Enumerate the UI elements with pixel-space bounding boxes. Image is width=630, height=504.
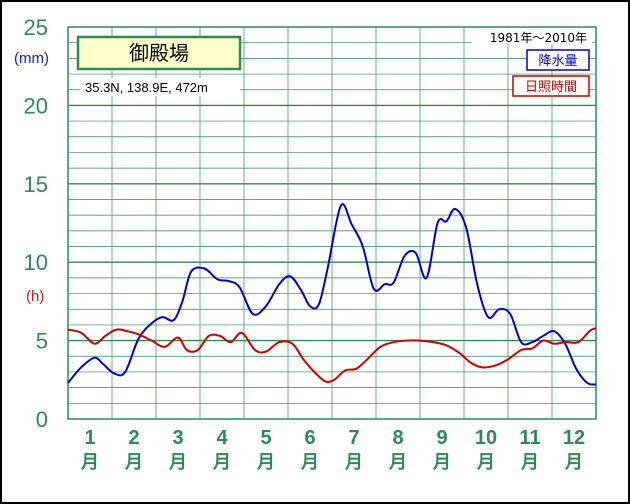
x-tick-unit: 月 (388, 452, 407, 473)
x-axis-ticks: 1 月 2 月 3 月 4 月 5 月 6 月 7 月 8 月 9 月 10 月 11 月 12 月 (80, 427, 585, 473)
x-tick-number: 8 (392, 427, 403, 449)
x-tick-unit: 月 (212, 452, 231, 473)
x-tick-number: 10 (475, 427, 497, 449)
x-tick-number: 1 (84, 427, 95, 449)
x-tick-unit: 月 (168, 452, 187, 473)
x-tick-number: 9 (436, 427, 447, 449)
series-lines (67, 203, 597, 386)
x-tick-number: 6 (304, 427, 315, 449)
y-tick-label: 0 (36, 407, 48, 432)
x-tick-number: 4 (216, 427, 228, 449)
y-tick-label: 5 (36, 329, 48, 354)
y-tick-label: 15 (24, 172, 48, 197)
x-tick-unit: 月 (344, 452, 363, 473)
x-tick-number: 11 (519, 427, 540, 449)
chart-title: 御殿場 (129, 41, 189, 65)
left-axis-unit: (mm) (14, 50, 49, 67)
grid (68, 27, 596, 419)
x-tick-unit: 月 (124, 452, 143, 473)
legend-precipitation-label: 降水量 (538, 54, 577, 69)
x-tick-number: 5 (260, 427, 271, 449)
x-tick-unit: 月 (80, 452, 99, 473)
x-tick-unit: 月 (300, 452, 319, 473)
x-tick-unit: 月 (520, 452, 539, 473)
x-tick-number: 12 (563, 427, 585, 449)
x-tick-number: 3 (172, 427, 183, 449)
x-tick-number: 7 (348, 427, 359, 449)
title-box (76, 35, 242, 71)
y-tick-label: 10 (24, 250, 48, 275)
x-tick-unit: 月 (256, 452, 275, 473)
x-tick-unit: 月 (564, 452, 583, 473)
location-text: 35.3N, 138.9E, 472m (85, 80, 208, 95)
precipitation-line (67, 203, 597, 386)
right-axis-unit: (h) (26, 288, 44, 305)
x-tick-number: 2 (128, 427, 139, 449)
x-tick-unit: 月 (432, 452, 451, 473)
period-text: 1981年〜2010年 (490, 31, 587, 45)
legend-precipitation (526, 49, 590, 71)
sunshine-line (67, 327, 597, 383)
y-tick-label: 20 (24, 93, 48, 118)
x-tick-unit: 月 (476, 452, 495, 473)
period-box (472, 28, 592, 44)
legend-sunshine-label: 日照時間 (525, 80, 577, 95)
location-box (80, 78, 240, 96)
y-tick-label: 25 (24, 15, 48, 40)
legend-sunshine (512, 75, 590, 97)
y-axis-ticks: 0 5 10 15 20 25 (24, 15, 48, 432)
